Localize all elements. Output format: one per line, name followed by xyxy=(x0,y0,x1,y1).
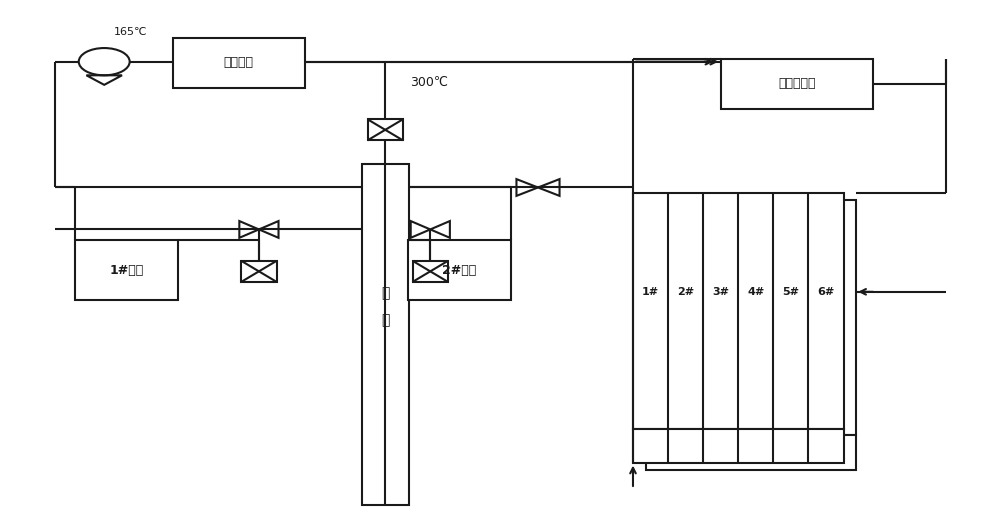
Text: 囱: 囱 xyxy=(381,314,390,328)
Text: 6#: 6# xyxy=(817,287,835,297)
Bar xyxy=(412,261,448,282)
Text: 热风炉系统: 热风炉系统 xyxy=(779,77,816,91)
Text: 165℃: 165℃ xyxy=(114,27,147,37)
Text: 5#: 5# xyxy=(783,287,799,297)
Text: 余热锅炉: 余热锅炉 xyxy=(224,56,254,70)
Text: 4#: 4# xyxy=(747,287,764,297)
Text: 1#焦炉: 1#焦炉 xyxy=(109,264,143,277)
Text: 2#焦炉: 2#焦炉 xyxy=(442,264,476,277)
Bar xyxy=(242,261,277,282)
Bar xyxy=(173,38,305,88)
Text: 1#: 1# xyxy=(642,287,659,297)
Bar xyxy=(646,200,856,435)
Text: 300℃: 300℃ xyxy=(409,76,448,89)
Bar xyxy=(361,164,409,505)
Bar xyxy=(633,193,844,428)
Text: 3#: 3# xyxy=(712,287,730,297)
Text: 烟: 烟 xyxy=(381,286,390,300)
Bar xyxy=(721,59,873,109)
Bar xyxy=(633,428,844,463)
Bar xyxy=(408,240,511,300)
Bar xyxy=(367,119,403,140)
Bar xyxy=(646,435,856,470)
Bar xyxy=(75,240,178,300)
Text: 2#: 2# xyxy=(677,287,694,297)
